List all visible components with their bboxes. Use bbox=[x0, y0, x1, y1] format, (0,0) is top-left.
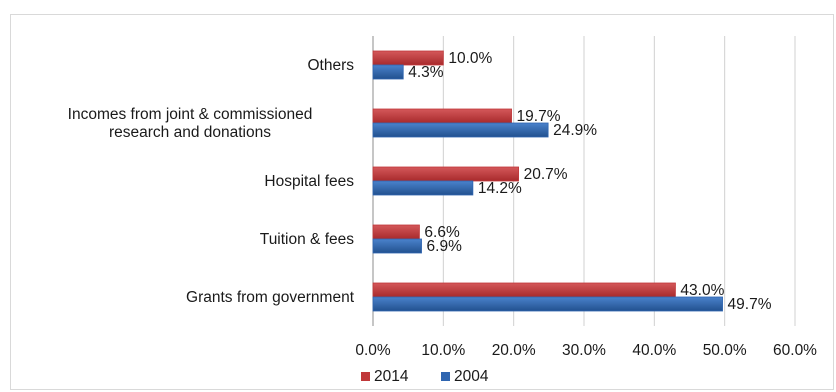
legend-label-2014: 2014 bbox=[374, 368, 409, 385]
data-label-2004: 14.2% bbox=[478, 180, 522, 197]
x-tick-label: 60.0% bbox=[773, 342, 817, 359]
bar-2004 bbox=[372, 296, 723, 312]
legend-swatch-2014 bbox=[361, 372, 370, 381]
category-label: Hospital fees bbox=[264, 173, 354, 190]
data-label-2014: 6.6% bbox=[424, 224, 460, 241]
bar-2004 bbox=[372, 64, 404, 80]
data-label-2014: 10.0% bbox=[448, 50, 492, 67]
category-label: Others bbox=[307, 57, 354, 74]
category-labels: Others Incomes from joint & commissionedr… bbox=[68, 57, 355, 306]
x-tick-label: 20.0% bbox=[492, 342, 536, 359]
bar-2004 bbox=[372, 122, 549, 138]
x-tick-label: 10.0% bbox=[421, 342, 465, 359]
bar-2014 bbox=[372, 166, 519, 182]
data-labels: 10.0%4.3% 19.7%24.9% 20.7%14.2% 6.6%6.9% 43.… bbox=[408, 50, 771, 313]
data-label-2004: 24.9% bbox=[553, 122, 597, 139]
x-tick-label: 50.0% bbox=[703, 342, 747, 359]
chart-frame bbox=[10, 14, 834, 390]
bar-2014 bbox=[372, 108, 512, 124]
x-tick-labels: 0.0% 10.0% 20.0% 30.0% 40.0% 50.0% 60.0% bbox=[355, 342, 817, 359]
legend: 2014 2004 bbox=[361, 368, 489, 385]
category-label: Tuition & fees bbox=[260, 231, 354, 248]
x-tick-label: 0.0% bbox=[355, 342, 391, 359]
data-label-2004: 4.3% bbox=[408, 64, 444, 81]
bar-2014 bbox=[372, 50, 444, 66]
bar-2014 bbox=[372, 224, 420, 240]
data-label-2014: 19.7% bbox=[517, 108, 561, 125]
category-label: Grants from government bbox=[186, 289, 355, 306]
bars bbox=[372, 50, 723, 312]
data-label-2014: 20.7% bbox=[524, 166, 568, 183]
data-label-2004: 49.7% bbox=[728, 296, 772, 313]
data-label-2004: 6.9% bbox=[427, 238, 463, 255]
x-tick-label: 40.0% bbox=[632, 342, 676, 359]
bar-2004 bbox=[372, 238, 422, 254]
bar-2014 bbox=[372, 282, 676, 298]
data-label-2014: 43.0% bbox=[680, 282, 724, 299]
gridlines bbox=[372, 36, 796, 326]
legend-swatch-2004 bbox=[441, 372, 450, 381]
x-tick-label: 30.0% bbox=[562, 342, 606, 359]
bar-2004 bbox=[372, 180, 474, 196]
legend-label-2004: 2004 bbox=[454, 368, 489, 385]
category-label: research and donations bbox=[109, 124, 271, 141]
category-label: Incomes from joint & commissioned bbox=[68, 106, 313, 123]
